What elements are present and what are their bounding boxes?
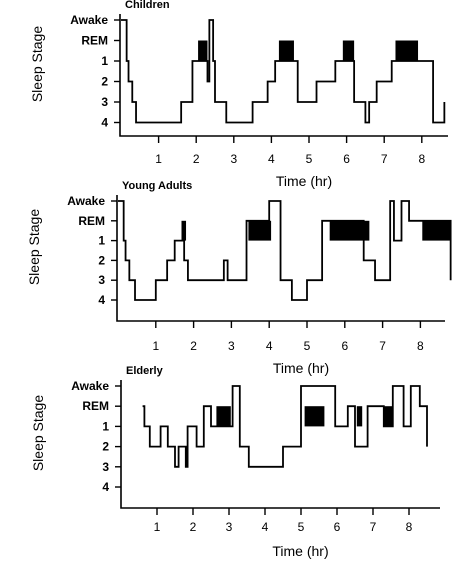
panel-1-x-tick-label: 2 <box>190 339 197 353</box>
panel-2-x-tick-label: 6 <box>334 520 341 534</box>
panel-0-y-tick-label: 1 <box>101 54 108 68</box>
panel-2-axes <box>120 380 440 509</box>
panel-0-rem-block <box>198 40 208 61</box>
panel-2-x-axis-title: Time (hr) <box>272 543 328 559</box>
panel-0-x-tick-label: 3 <box>230 152 237 166</box>
panel-1-y-tick-label: REM <box>78 214 105 228</box>
panel-0-axes <box>119 14 448 137</box>
panel-2-hypnogram-line <box>142 385 428 468</box>
panel-0-y-tick-label: 2 <box>101 75 108 89</box>
panel-2-rem-block <box>216 406 231 427</box>
panel-0-x-tick-label: 5 <box>306 152 313 166</box>
panel-2-y-tick-label: 4 <box>102 480 109 494</box>
panel-0-y-tick-label: Awake <box>70 13 108 27</box>
panel-1-y-tick-label: Awake <box>67 194 105 208</box>
panel-1-y-tick-label: 2 <box>98 253 105 267</box>
panel-1-x-tick-label: 8 <box>417 339 424 353</box>
panel-2-y-axis-title: Sleep Stage <box>30 395 46 471</box>
panel-0-x-tick-label: 1 <box>155 152 162 166</box>
panel-2-x-tick-label: 2 <box>190 520 197 534</box>
panel-1-axes <box>116 195 445 322</box>
panel-0-y-tick-label: REM <box>81 34 108 48</box>
panel-0-y-tick-label: 3 <box>101 95 108 109</box>
panel-1-y-tick-label: 3 <box>98 273 105 287</box>
panel-1-y-tick-label: 1 <box>98 234 105 248</box>
panel-1-rem-block <box>329 220 370 241</box>
panel-2-rem-block <box>304 406 325 427</box>
panel-0-hypnogram-line <box>121 19 446 124</box>
panel-0-x-tick-label: 2 <box>193 152 200 166</box>
panel-1-title: Young Adults <box>122 180 192 192</box>
panel-1-x-axis-title: Time (hr) <box>273 360 329 376</box>
panel-2-x-tick-label: 8 <box>406 520 413 534</box>
panel-2-x-tick-label: 7 <box>370 520 377 534</box>
panel-1-y-axis-title: Sleep Stage <box>26 209 42 285</box>
panel-2-y-tick-label: 3 <box>102 460 109 474</box>
panel-1-x-tick-label: 3 <box>228 339 235 353</box>
panel-2-y-tick-label: 1 <box>102 419 109 433</box>
panel-1-x-tick-label: 4 <box>266 339 273 353</box>
panel-1-x-tick-label: 6 <box>341 339 348 353</box>
panel-1-x-tick-label: 5 <box>304 339 311 353</box>
panel-0-x-axis-title: Time (hr) <box>276 173 332 189</box>
panel-1-x-tick-label: 7 <box>379 339 386 353</box>
panel-2-x-tick-label: 1 <box>154 520 161 534</box>
panel-0-rem-block <box>342 40 355 61</box>
panel-2-x-tick-label: 4 <box>262 520 269 534</box>
panel-1-rem-block <box>181 220 187 241</box>
panel-2-y-tick-label: REM <box>82 399 109 413</box>
panel-2-x-tick-label: 5 <box>298 520 305 534</box>
panel-0-rem-block <box>278 40 294 61</box>
panel-0-y-axis-title: Sleep Stage <box>29 26 45 102</box>
panel-1-x-tick-label: 1 <box>152 339 159 353</box>
panel-2-rem-block <box>383 406 393 427</box>
panel-2-rem-block <box>356 406 363 427</box>
panel-2-x-tick-label: 3 <box>226 520 233 534</box>
panel-2-title: Elderly <box>126 365 164 377</box>
panel-0-x-tick-label: 4 <box>268 152 275 166</box>
panel-0-x-tick-label: 6 <box>343 152 350 166</box>
panel-2-y-tick-label: Awake <box>71 379 109 393</box>
panel-1-rem-block <box>422 220 451 241</box>
panel-0-title: Children <box>125 0 170 11</box>
panel-0-y-tick-label: 4 <box>101 116 108 130</box>
panel-1-y-tick-label: 4 <box>98 293 105 307</box>
panel-2-y-tick-label: 2 <box>102 440 109 454</box>
panel-0-x-tick-label: 7 <box>381 152 388 166</box>
panel-1-rem-block <box>248 220 272 241</box>
panel-0-rem-block <box>395 40 419 61</box>
panel-0-x-tick-label: 8 <box>418 152 425 166</box>
panel-1-hypnogram-line <box>118 200 452 301</box>
